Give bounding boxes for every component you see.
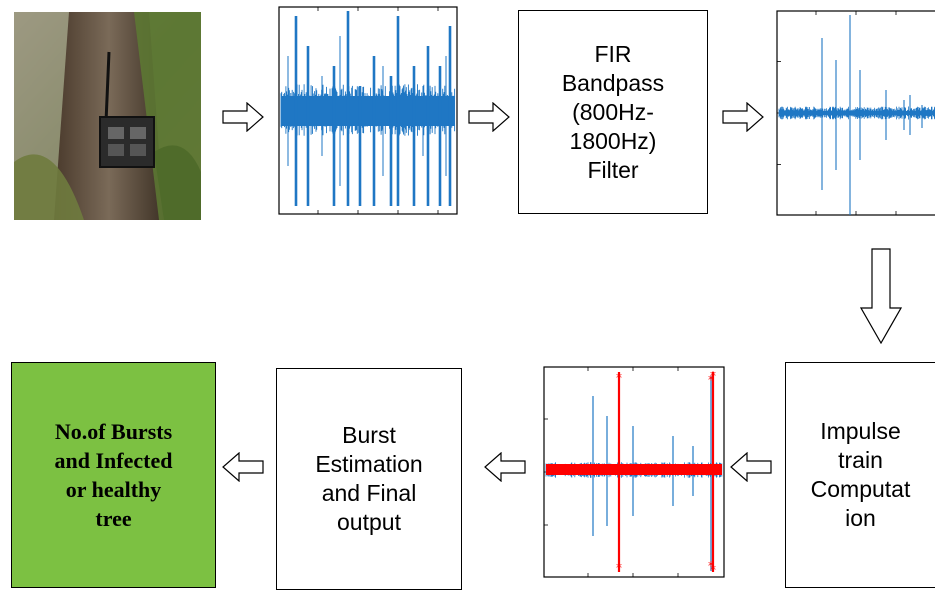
arrow-left-icon	[222, 452, 264, 482]
tree-sensor-photo	[14, 12, 201, 220]
svg-text:*: *	[616, 561, 622, 575]
svg-text:*: *	[708, 559, 714, 573]
burst-estimation-label: Burst Estimation and Final output	[315, 422, 423, 535]
output-result-label: No.of Bursts and Infected or healthy tre…	[54, 419, 173, 531]
arrow-down-icon	[860, 248, 902, 344]
svg-text:*: *	[616, 371, 622, 385]
fir-filter-label: FIR Bandpass (800Hz- 1800Hz) Filter	[561, 40, 665, 183]
impulse-train-label: Impulse train Computat ion	[810, 418, 911, 531]
arrow-left-icon	[730, 452, 772, 482]
burst-estimation-box: Burst Estimation and Final output	[276, 368, 462, 590]
raw-waveform-plot	[278, 6, 458, 215]
svg-text:*: *	[710, 369, 716, 383]
output-result-box: No.of Bursts and Infected or healthy tre…	[11, 362, 216, 588]
svg-text:*: *	[710, 563, 716, 577]
fir-filter-box: FIR Bandpass (800Hz- 1800Hz) Filter	[518, 10, 708, 214]
impulse-train-plot: * * * * * *	[543, 366, 725, 578]
filtered-waveform-plot	[776, 10, 935, 216]
arrow-left-icon	[484, 452, 526, 482]
arrow-right-icon	[222, 102, 264, 132]
svg-text:*: *	[708, 373, 714, 387]
arrow-right-icon	[722, 102, 764, 132]
impulse-train-box: Impulse train Computat ion	[785, 362, 935, 588]
arrow-right-icon	[468, 102, 510, 132]
